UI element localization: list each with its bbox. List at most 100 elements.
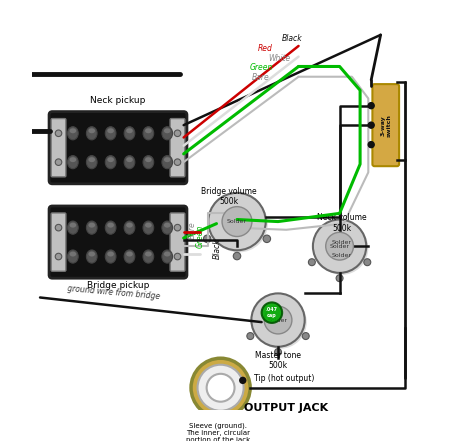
Text: Green: Green bbox=[196, 224, 205, 248]
Ellipse shape bbox=[89, 157, 95, 162]
Text: Green: Green bbox=[249, 63, 273, 72]
Circle shape bbox=[364, 259, 371, 265]
Ellipse shape bbox=[86, 250, 97, 263]
Ellipse shape bbox=[86, 127, 97, 140]
Ellipse shape bbox=[145, 223, 152, 228]
Text: Bare: Bare bbox=[251, 74, 269, 82]
Ellipse shape bbox=[164, 157, 171, 162]
Circle shape bbox=[55, 159, 62, 165]
Ellipse shape bbox=[107, 252, 114, 257]
Text: Red: Red bbox=[257, 44, 273, 53]
Ellipse shape bbox=[145, 157, 152, 162]
Text: White: White bbox=[268, 54, 290, 63]
Circle shape bbox=[233, 252, 241, 260]
Ellipse shape bbox=[105, 156, 116, 169]
Circle shape bbox=[367, 121, 375, 129]
Ellipse shape bbox=[143, 156, 154, 169]
Ellipse shape bbox=[124, 156, 135, 169]
Ellipse shape bbox=[143, 221, 154, 234]
Ellipse shape bbox=[89, 223, 95, 228]
Ellipse shape bbox=[86, 156, 97, 169]
Circle shape bbox=[239, 377, 246, 384]
Text: Bridge pickup: Bridge pickup bbox=[87, 281, 149, 290]
Ellipse shape bbox=[67, 156, 78, 169]
Ellipse shape bbox=[164, 252, 171, 257]
Ellipse shape bbox=[162, 127, 173, 140]
Ellipse shape bbox=[67, 250, 78, 263]
Ellipse shape bbox=[67, 127, 78, 140]
Circle shape bbox=[264, 306, 292, 334]
Ellipse shape bbox=[70, 252, 76, 257]
Circle shape bbox=[368, 122, 374, 128]
Ellipse shape bbox=[143, 250, 154, 263]
Ellipse shape bbox=[164, 223, 171, 228]
FancyBboxPatch shape bbox=[170, 119, 185, 177]
Ellipse shape bbox=[107, 223, 114, 228]
Circle shape bbox=[174, 224, 181, 231]
Circle shape bbox=[336, 275, 343, 282]
Text: Solder: Solder bbox=[268, 318, 288, 322]
Circle shape bbox=[315, 221, 368, 275]
Circle shape bbox=[368, 142, 374, 147]
Text: Neck volume
500k: Neck volume 500k bbox=[317, 213, 366, 233]
Text: Sleeve (ground).
The inner, circular
portion of the jack: Sleeve (ground). The inner, circular por… bbox=[185, 422, 250, 441]
Circle shape bbox=[174, 159, 181, 165]
Ellipse shape bbox=[126, 252, 133, 257]
Ellipse shape bbox=[67, 221, 78, 234]
Text: .047
cap: .047 cap bbox=[266, 307, 278, 318]
Circle shape bbox=[198, 365, 244, 411]
Ellipse shape bbox=[105, 221, 116, 234]
Ellipse shape bbox=[145, 252, 152, 257]
Ellipse shape bbox=[86, 221, 97, 234]
Text: Solder: Solder bbox=[332, 253, 352, 258]
FancyBboxPatch shape bbox=[51, 213, 66, 271]
Circle shape bbox=[251, 293, 305, 347]
Circle shape bbox=[263, 235, 271, 243]
Circle shape bbox=[368, 103, 374, 108]
Circle shape bbox=[208, 193, 266, 250]
Circle shape bbox=[247, 333, 254, 340]
Ellipse shape bbox=[89, 128, 95, 133]
Circle shape bbox=[55, 130, 62, 137]
Circle shape bbox=[309, 259, 315, 265]
Text: 3-way
switch: 3-way switch bbox=[380, 114, 391, 137]
Text: Neck pickup: Neck pickup bbox=[91, 96, 146, 105]
FancyBboxPatch shape bbox=[373, 84, 399, 166]
FancyBboxPatch shape bbox=[51, 119, 66, 177]
Circle shape bbox=[254, 295, 307, 349]
Ellipse shape bbox=[162, 221, 173, 234]
Circle shape bbox=[262, 303, 282, 323]
Text: Solder: Solder bbox=[329, 244, 350, 249]
Circle shape bbox=[174, 253, 181, 260]
Ellipse shape bbox=[105, 127, 116, 140]
Ellipse shape bbox=[126, 223, 133, 228]
Ellipse shape bbox=[89, 252, 95, 257]
Circle shape bbox=[214, 414, 221, 421]
Ellipse shape bbox=[124, 250, 135, 263]
Circle shape bbox=[367, 102, 375, 109]
Circle shape bbox=[313, 220, 366, 273]
Circle shape bbox=[367, 141, 375, 148]
Circle shape bbox=[326, 232, 354, 260]
Circle shape bbox=[207, 374, 235, 402]
Ellipse shape bbox=[70, 128, 76, 133]
Ellipse shape bbox=[126, 128, 133, 133]
Ellipse shape bbox=[107, 128, 114, 133]
Circle shape bbox=[222, 207, 252, 236]
Text: Master tone
500k: Master tone 500k bbox=[255, 351, 301, 370]
Circle shape bbox=[55, 253, 62, 260]
Text: Black: Black bbox=[282, 34, 303, 44]
Ellipse shape bbox=[70, 157, 76, 162]
Ellipse shape bbox=[164, 128, 171, 133]
Ellipse shape bbox=[124, 221, 135, 234]
Ellipse shape bbox=[107, 157, 114, 162]
Circle shape bbox=[210, 195, 268, 252]
Circle shape bbox=[174, 130, 181, 137]
Text: Black: Black bbox=[212, 238, 221, 258]
Circle shape bbox=[274, 348, 282, 355]
Ellipse shape bbox=[145, 128, 152, 133]
Ellipse shape bbox=[162, 156, 173, 169]
Ellipse shape bbox=[162, 250, 173, 263]
FancyBboxPatch shape bbox=[170, 213, 185, 271]
Ellipse shape bbox=[143, 127, 154, 140]
